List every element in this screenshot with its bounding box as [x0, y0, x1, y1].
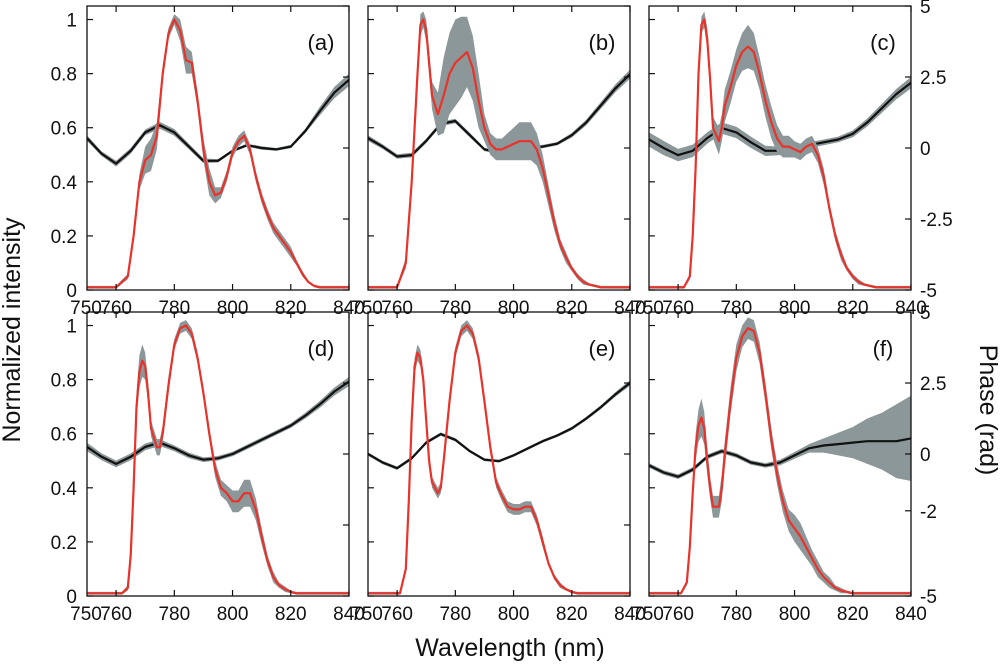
phase-uncertainty-band [649, 395, 911, 481]
x-tick-label: 780 [439, 298, 471, 319]
panel-2: 760 780 800 820 840 750 (b) [351, 5, 646, 319]
x-tick-label: 750 [632, 298, 664, 319]
x-tick-label: 840 [895, 298, 927, 319]
intensity-line [649, 18, 911, 289]
phase-line [649, 437, 911, 478]
phase-tick-label: 0 [920, 445, 931, 466]
x-tick-label: 840 [614, 298, 646, 319]
intensity-uncertainty-band [87, 14, 349, 289]
panel-6: 760 780 800 820 840 750 -5 -2 0 2.5 5 (f) [632, 303, 946, 625]
y-tick-label: 0.8 [51, 371, 77, 392]
plot-area [649, 11, 911, 289]
x-axis-title: Wavelength (nm) [415, 634, 604, 662]
x-tick-label: 760 [381, 604, 413, 625]
plot-area [649, 317, 911, 595]
phase-tick-label: -5 [920, 281, 937, 302]
y-tick-label: 1 [66, 317, 77, 338]
x-tick-label: 800 [217, 604, 249, 625]
x-tick-label: 820 [275, 604, 307, 625]
phase-line [87, 78, 349, 165]
panel-label: (d) [308, 336, 335, 361]
x-tick-label: 760 [100, 604, 132, 625]
plot-area [87, 14, 349, 289]
y-tick-label: 0.6 [51, 425, 77, 446]
plot-area [87, 320, 349, 595]
panel-label: (f) [873, 336, 894, 361]
x-tick-label: 780 [158, 298, 190, 319]
x-tick-label: 840 [333, 298, 365, 319]
panel-label: (a) [308, 30, 335, 55]
x-tick-label: 750 [351, 298, 383, 319]
x-tick-label: 750 [70, 604, 102, 625]
x-tick-label: 780 [720, 604, 752, 625]
x-tick-label: 800 [779, 298, 811, 319]
panel-5: 760 780 800 820 840 750 (e) [351, 311, 646, 625]
x-tick-label: 820 [556, 298, 588, 319]
panel-3: 760 780 800 820 840 750 -5 -2.5 0 2.5 5 (c) [632, 0, 953, 319]
phase-tick-label: -2.5 [920, 210, 953, 231]
y-tick-label: 0.2 [51, 533, 77, 554]
y-tick-label: 1 [66, 11, 77, 32]
intensity-uncertainty-band [649, 11, 911, 289]
x-tick-label: 840 [614, 604, 646, 625]
intensity-line [368, 324, 630, 595]
x-tick-label: 760 [662, 298, 694, 319]
phase-line [87, 380, 349, 465]
phase-tick-label: 2.5 [920, 374, 946, 395]
x-tick-label: 820 [556, 604, 588, 625]
intensity-line [87, 18, 349, 289]
panel-label: (b) [589, 30, 616, 55]
x-tick-label: 750 [632, 604, 664, 625]
x-tick-label: 820 [837, 298, 869, 319]
y-tick-label: 0.4 [51, 173, 78, 194]
intensity-line [368, 18, 630, 289]
intensity-line [87, 324, 349, 595]
phase-uncertainty-band [87, 73, 349, 167]
plot-area [368, 11, 630, 289]
plot-area [368, 320, 630, 595]
phase-uncertainty-band [87, 377, 349, 468]
y-tick-label: 0 [66, 587, 77, 608]
y-tick-label: 0.2 [51, 227, 77, 248]
y-tick-label: 0 [66, 281, 77, 302]
x-tick-label: 760 [662, 604, 694, 625]
phase-tick-label: -2 [920, 502, 937, 523]
x-tick-label: 750 [70, 298, 102, 319]
x-tick-label: 750 [351, 604, 383, 625]
x-tick-label: 800 [498, 298, 530, 319]
x-tick-label: 820 [837, 604, 869, 625]
x-tick-label: 780 [720, 298, 752, 319]
x-tick-label: 800 [779, 604, 811, 625]
x-tick-label: 760 [381, 298, 413, 319]
x-tick-label: 820 [275, 298, 307, 319]
y-tick-label: 0.6 [51, 119, 77, 140]
x-tick-label: 780 [158, 604, 190, 625]
panel-label: (c) [870, 30, 896, 55]
y-tick-label: 0.8 [51, 65, 77, 86]
x-tick-label: 840 [895, 604, 927, 625]
phase-tick-label: 5 [920, 0, 931, 18]
phase-tick-label: 5 [920, 303, 931, 324]
y-axis-title-right: Phase (rad) [974, 345, 1000, 476]
phase-tick-label: 0 [920, 139, 931, 160]
x-tick-label: 800 [498, 604, 530, 625]
phase-tick-label: -5 [920, 587, 937, 608]
x-tick-label: 800 [217, 298, 249, 319]
panel-label: (e) [589, 336, 616, 361]
phase-tick-label: 2.5 [920, 68, 946, 89]
x-tick-label: 760 [100, 298, 132, 319]
x-tick-label: 780 [439, 604, 471, 625]
phase-uncertainty-band [368, 380, 630, 470]
y-tick-label: 0.4 [51, 479, 78, 500]
phase-line [368, 382, 630, 470]
intensity-line [649, 327, 911, 595]
x-tick-label: 840 [333, 604, 365, 625]
y-axis-title-left: Normalized intensity [0, 217, 26, 443]
